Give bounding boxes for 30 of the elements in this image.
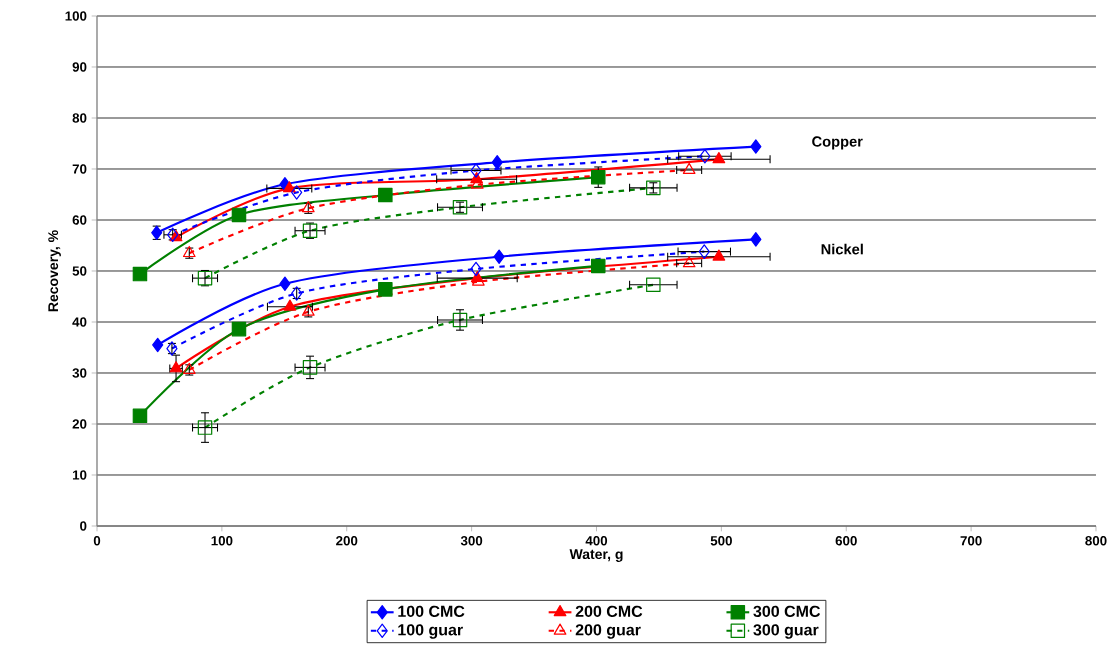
y-tick-label: 50	[72, 266, 87, 276]
x-tick-label: 400	[585, 536, 608, 546]
y-tick-label: 40	[72, 317, 87, 327]
y-tick-label: 0	[80, 521, 87, 531]
annotation: Nickel	[821, 243, 863, 255]
x-tick-label: 700	[960, 536, 982, 546]
annotation: Copper	[812, 136, 863, 150]
x-tick-label: 200	[336, 536, 358, 546]
legend-label: 100 CMC	[398, 605, 465, 618]
legend-label: 300 CMC	[753, 605, 821, 618]
x-tick-label: 300	[460, 536, 483, 546]
legend-label: 200 CMC	[575, 605, 643, 618]
y-tick-label: 70	[72, 164, 87, 174]
x-tick-label: 0	[93, 536, 101, 546]
legend-label: 100 guar	[398, 624, 463, 639]
y-tick-label: 80	[72, 113, 87, 123]
y-tick-label: 90	[72, 62, 87, 72]
y-tick-label: 20	[72, 419, 87, 429]
x-tick-label: 800	[1085, 536, 1107, 546]
x-tick-label: 100	[211, 536, 233, 546]
y-axis-title: Recovery, %	[48, 230, 61, 312]
y-tick-label: 100	[65, 11, 87, 21]
y-tick-label: 30	[72, 368, 87, 378]
x-axis-title: Water, g	[569, 549, 623, 562]
y-tick-label: 10	[72, 470, 87, 480]
y-tick-label: 60	[72, 215, 87, 225]
x-tick-label: 500	[710, 536, 732, 546]
x-tick-label: 600	[835, 536, 857, 546]
legend-label: 300 guar	[753, 624, 819, 639]
legend-label: 200 guar	[575, 624, 641, 639]
